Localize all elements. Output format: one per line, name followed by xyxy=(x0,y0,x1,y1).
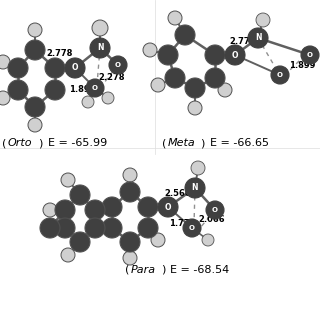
Circle shape xyxy=(206,201,224,219)
Circle shape xyxy=(55,218,75,238)
Circle shape xyxy=(158,45,178,65)
Circle shape xyxy=(92,20,108,36)
Circle shape xyxy=(151,78,165,92)
Circle shape xyxy=(0,55,10,69)
Text: ): ) xyxy=(200,138,204,148)
Circle shape xyxy=(138,218,158,238)
Circle shape xyxy=(301,46,319,64)
Circle shape xyxy=(28,118,42,132)
Text: Orto: Orto xyxy=(8,138,33,148)
Circle shape xyxy=(70,232,90,252)
Circle shape xyxy=(205,68,225,88)
Text: 1.899: 1.899 xyxy=(69,85,95,94)
Circle shape xyxy=(85,200,105,220)
Circle shape xyxy=(188,101,202,115)
Circle shape xyxy=(102,218,122,238)
Circle shape xyxy=(175,25,195,45)
Circle shape xyxy=(151,233,165,247)
Circle shape xyxy=(45,58,65,78)
Text: 2.566: 2.566 xyxy=(164,188,191,197)
Circle shape xyxy=(225,45,245,65)
Text: 2.066: 2.066 xyxy=(199,215,225,225)
Circle shape xyxy=(61,173,75,187)
Circle shape xyxy=(256,13,270,27)
Circle shape xyxy=(0,91,10,105)
Circle shape xyxy=(183,219,201,237)
Circle shape xyxy=(120,182,140,202)
Circle shape xyxy=(120,232,140,252)
Circle shape xyxy=(185,78,205,98)
Circle shape xyxy=(123,251,137,265)
Circle shape xyxy=(82,96,94,108)
Text: O: O xyxy=(165,203,171,212)
Circle shape xyxy=(45,80,65,100)
Circle shape xyxy=(138,197,158,217)
Text: Meta: Meta xyxy=(168,138,196,148)
Text: O: O xyxy=(115,62,121,68)
Circle shape xyxy=(123,168,137,182)
Circle shape xyxy=(70,185,90,205)
Circle shape xyxy=(28,23,42,37)
Circle shape xyxy=(40,218,60,238)
Circle shape xyxy=(25,97,45,117)
Text: Para: Para xyxy=(131,265,156,275)
Text: O: O xyxy=(232,51,238,60)
Circle shape xyxy=(86,79,104,97)
Circle shape xyxy=(248,28,268,48)
Text: E = -66.65: E = -66.65 xyxy=(210,138,269,148)
Circle shape xyxy=(191,161,205,175)
Text: 1.776: 1.776 xyxy=(169,219,195,228)
Circle shape xyxy=(65,58,85,78)
Circle shape xyxy=(168,11,182,25)
Text: O: O xyxy=(72,63,78,73)
Text: N: N xyxy=(192,183,198,193)
Text: E = -65.99: E = -65.99 xyxy=(48,138,107,148)
Circle shape xyxy=(8,58,28,78)
Circle shape xyxy=(61,248,75,262)
Text: ): ) xyxy=(161,265,165,275)
Circle shape xyxy=(165,68,185,88)
Circle shape xyxy=(90,38,110,58)
Text: O: O xyxy=(277,72,283,78)
Text: ): ) xyxy=(38,138,42,148)
Text: 2.778: 2.778 xyxy=(230,37,256,46)
Circle shape xyxy=(102,92,114,104)
Circle shape xyxy=(109,56,127,74)
Circle shape xyxy=(43,221,57,235)
Text: O: O xyxy=(212,207,218,213)
Text: E = -68.54: E = -68.54 xyxy=(170,265,229,275)
Text: O: O xyxy=(92,85,98,91)
Circle shape xyxy=(271,66,289,84)
Circle shape xyxy=(143,43,157,57)
Circle shape xyxy=(25,40,45,60)
Circle shape xyxy=(205,45,225,65)
Circle shape xyxy=(158,197,178,217)
Text: N: N xyxy=(255,34,261,43)
Text: 1.899: 1.899 xyxy=(289,61,315,70)
Circle shape xyxy=(102,197,122,217)
Text: (: ( xyxy=(2,138,6,148)
Circle shape xyxy=(43,203,57,217)
Text: (: ( xyxy=(125,265,129,275)
Text: N: N xyxy=(97,44,103,52)
Circle shape xyxy=(85,218,105,238)
Circle shape xyxy=(202,234,214,246)
Circle shape xyxy=(218,83,232,97)
Text: 2.278: 2.278 xyxy=(99,73,125,82)
Text: O: O xyxy=(307,52,313,58)
Circle shape xyxy=(185,178,205,198)
Circle shape xyxy=(55,200,75,220)
Circle shape xyxy=(8,80,28,100)
Text: O: O xyxy=(189,225,195,231)
Text: 2.778: 2.778 xyxy=(47,49,73,58)
Text: (: ( xyxy=(162,138,166,148)
